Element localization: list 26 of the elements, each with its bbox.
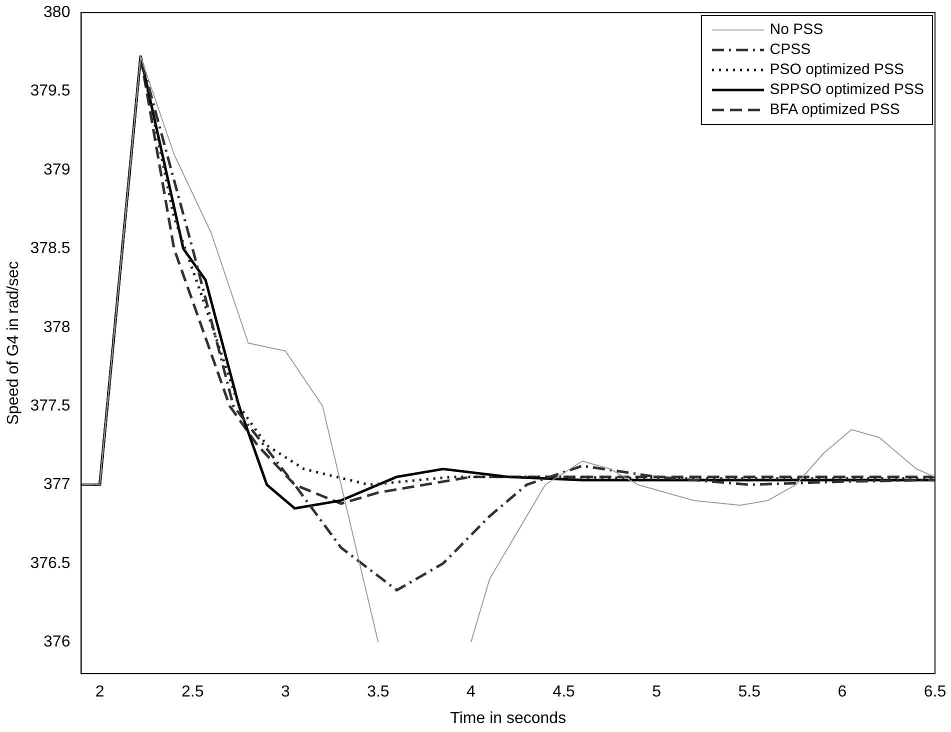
x-tick-label: 5 — [652, 684, 662, 701]
y-tick-label: 379 — [44, 161, 70, 178]
legend-label: CPSS — [770, 41, 811, 58]
y-tick-label: 376.5 — [30, 554, 70, 572]
legend-label: PSO optimized PSS — [770, 61, 904, 78]
x-tick-label: 6 — [838, 684, 847, 701]
legend-label: No PSS — [770, 21, 824, 38]
x-tick-label: 3.5 — [367, 684, 390, 701]
y-tick-label: 378 — [44, 318, 70, 336]
y-tick-label: 378.5 — [30, 240, 70, 258]
y-tick-label: 377.5 — [30, 397, 70, 414]
y-tick-label: 379.5 — [30, 82, 70, 100]
x-tick-label: 4 — [466, 684, 476, 701]
y-axis-title: Speed of G4 in rad/sec — [5, 261, 22, 425]
y-tick-label: 377 — [44, 476, 70, 494]
legend-label: SPPSO optimized PSS — [770, 81, 924, 98]
x-tick-label: 5.5 — [738, 684, 761, 701]
x-axis-title: Time in seconds — [450, 710, 566, 727]
x-tick-label: 2 — [95, 684, 104, 701]
y-tick-label: 376 — [44, 634, 70, 651]
x-tick-label: 4.5 — [552, 684, 576, 701]
legend-label: BFA optimized PSS — [770, 101, 900, 118]
x-tick-label: 2.5 — [181, 684, 204, 701]
x-tick-label: 3 — [280, 684, 290, 701]
x-tick-label: 6.5 — [924, 684, 946, 701]
y-tick-label: 380 — [44, 4, 70, 22]
